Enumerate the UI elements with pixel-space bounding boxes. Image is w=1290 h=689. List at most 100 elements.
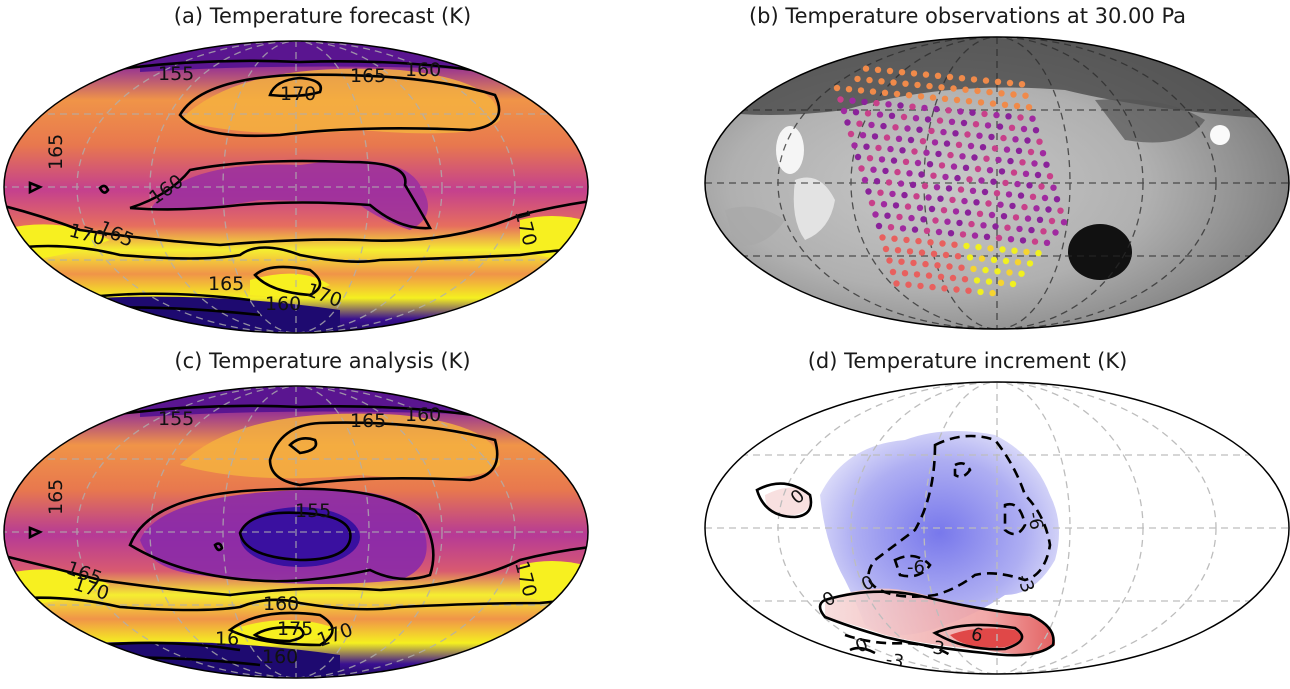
observation-point-280 <box>958 264 965 271</box>
panel-c-graticule <box>4 386 588 678</box>
observation-point-139 <box>950 163 958 170</box>
observation-point-130 <box>1043 161 1050 168</box>
observation-point-82 <box>868 121 875 129</box>
panel-d-label-3: 3 <box>931 637 946 660</box>
observation-point-52 <box>909 103 916 110</box>
observation-point-255 <box>975 243 982 251</box>
observation-point-84 <box>892 124 899 131</box>
observation-point-90 <box>964 131 971 138</box>
observation-point-98 <box>859 132 867 139</box>
observation-point-71 <box>936 117 944 124</box>
observation-point-149 <box>870 166 877 173</box>
observation-point-143 <box>998 168 1006 175</box>
observation-point-302 <box>953 286 960 293</box>
observation-point-64 <box>852 109 860 116</box>
observation-point-299 <box>917 282 924 290</box>
observation-point-129 <box>1031 160 1038 167</box>
observation-point-298 <box>905 281 912 288</box>
observation-point-11 <box>994 78 1002 86</box>
observation-point-148 <box>858 165 865 172</box>
observation-point-94 <box>1012 136 1019 143</box>
observation-point-70 <box>924 116 932 123</box>
observation-point-22 <box>950 85 957 92</box>
observation-point-211 <box>1012 214 1020 221</box>
observation-point-200 <box>880 201 888 208</box>
observation-point-297 <box>893 280 900 287</box>
observation-point-114 <box>851 142 858 149</box>
observation-point-32 <box>869 88 877 95</box>
observation-point-214 <box>1048 217 1056 225</box>
observation-point-122 <box>947 151 954 159</box>
observation-point-176 <box>993 190 1001 197</box>
observation-point-231 <box>1052 229 1059 236</box>
observation-point-289 <box>925 272 933 279</box>
observation-point-245 <box>1031 238 1039 245</box>
observation-point-89 <box>952 130 959 137</box>
observation-point-156 <box>954 174 961 182</box>
panel-c-label-175: 175 <box>277 618 313 640</box>
observation-point-16 <box>878 78 885 85</box>
observation-point-93 <box>1000 134 1007 142</box>
observation-point-144 <box>1010 169 1018 176</box>
observation-point-224 <box>968 220 975 228</box>
observation-point-36 <box>917 93 925 100</box>
observation-point-56 <box>957 108 964 115</box>
observation-point-163 <box>1038 183 1045 190</box>
observation-point-109 <box>991 145 999 152</box>
observation-point-157 <box>966 176 973 183</box>
observation-point-248 <box>891 235 898 242</box>
observation-point-123 <box>959 153 966 160</box>
panel-b-map <box>704 36 1290 330</box>
observation-point-244 <box>1019 237 1027 244</box>
observation-point-278 <box>934 262 941 269</box>
observation-point-59 <box>993 111 1000 119</box>
observation-point-288 <box>913 271 921 278</box>
observation-point-118 <box>899 147 906 154</box>
observation-point-141 <box>974 165 982 173</box>
observation-point-190 <box>961 197 968 205</box>
observation-point-202 <box>904 203 912 210</box>
observation-point-197 <box>1045 206 1052 213</box>
panel-d-map: 0 -6 0 -6 -3 0 6 3 -3 0 <box>704 381 1290 675</box>
panel-c-map: 155 165 160 165 155 165 170 160 170 175 … <box>3 385 589 679</box>
observation-point-99 <box>871 133 879 140</box>
observation-point-6 <box>934 72 942 80</box>
observation-point-117 <box>887 145 894 153</box>
observation-point-155 <box>942 173 949 181</box>
observation-point-150 <box>882 167 889 175</box>
observation-point-264 <box>918 249 926 256</box>
observation-point-120 <box>923 149 930 156</box>
observation-point-168 <box>897 180 905 187</box>
observation-point-68 <box>900 113 908 121</box>
observation-point-28 <box>1022 92 1029 99</box>
observation-point-292 <box>961 276 969 283</box>
observation-point-209 <box>988 211 996 219</box>
observation-point-170 <box>921 182 929 190</box>
observation-point-228 <box>1016 225 1023 233</box>
observation-point-106 <box>955 141 963 148</box>
observation-point-97 <box>847 130 855 138</box>
panel-b-dark-basin <box>1068 224 1132 280</box>
observation-point-44 <box>1013 102 1021 110</box>
observation-point-4 <box>910 70 918 77</box>
observation-point-145 <box>1022 170 1030 177</box>
observation-point-186 <box>913 193 920 200</box>
observation-point-15 <box>866 76 873 84</box>
observation-point-164 <box>1050 184 1057 191</box>
observation-point-293 <box>973 277 981 284</box>
observation-point-243 <box>1007 236 1015 243</box>
observation-point-195 <box>1021 203 1028 211</box>
observation-point-207 <box>964 209 972 216</box>
observation-point-12 <box>1006 79 1014 87</box>
observation-point-303 <box>965 287 972 294</box>
observation-point-300 <box>929 283 936 291</box>
observation-point-165 <box>861 176 869 184</box>
observation-point-178 <box>1017 192 1025 199</box>
observation-point-183 <box>877 189 884 196</box>
observation-point-169 <box>909 181 917 188</box>
observation-point-230 <box>1040 228 1047 235</box>
observation-point-253 <box>951 241 958 248</box>
observation-point-173 <box>957 186 965 193</box>
observation-point-223 <box>956 219 963 227</box>
observation-point-172 <box>945 185 953 192</box>
